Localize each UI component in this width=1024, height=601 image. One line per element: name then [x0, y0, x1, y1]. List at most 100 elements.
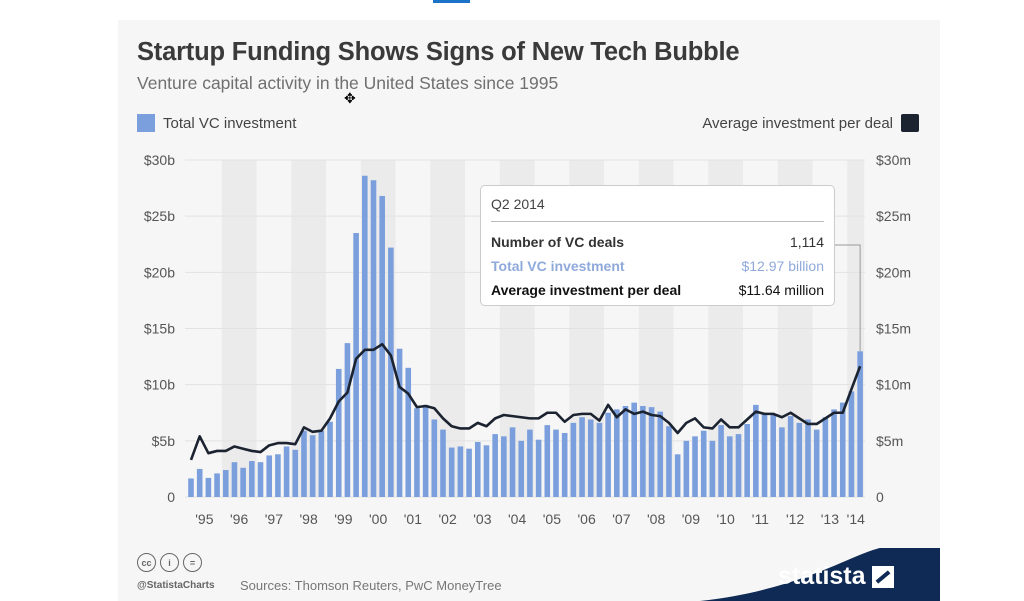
top-accent-bar	[433, 0, 470, 3]
average-line	[189, 342, 862, 461]
x-tick-label: '97	[265, 511, 283, 527]
bar	[457, 446, 464, 497]
bar	[674, 454, 681, 497]
bar	[648, 407, 655, 497]
bar	[196, 468, 203, 497]
x-tick-label: '11	[752, 511, 769, 527]
x-tick-label: '12	[786, 511, 804, 527]
bar	[474, 441, 481, 497]
tooltip-label: Number of VC deals	[491, 234, 625, 250]
bar	[257, 462, 264, 497]
statista-handle[interactable]: @StatistaCharts	[137, 580, 215, 591]
bar	[848, 391, 855, 497]
bar	[796, 422, 803, 497]
statista-logo-icon	[871, 565, 894, 588]
x-tick-label: '02	[439, 511, 457, 527]
bar	[822, 417, 829, 497]
x-tick-label: '10	[717, 511, 735, 527]
bar	[240, 467, 246, 497]
y-left-tick-label: $15b	[144, 321, 175, 337]
x-tick-label: '95	[195, 511, 213, 527]
x-tick-label: '06	[578, 511, 596, 527]
bar	[544, 425, 551, 497]
y-left-tick-label: 0	[167, 489, 175, 505]
x-tick-label: '98	[300, 511, 318, 527]
bar	[614, 409, 620, 497]
tooltip-label: Average investment per deal	[491, 282, 682, 298]
bar	[335, 368, 342, 497]
y-right-tick-label: $10m	[876, 377, 911, 393]
attribution-icon: i	[160, 553, 179, 572]
bar	[857, 351, 863, 497]
tooltip-connector	[835, 244, 861, 352]
bar	[370, 180, 377, 497]
x-tick-label: '07	[612, 511, 630, 527]
x-tick-label: '96	[230, 511, 248, 527]
y-right-tick-label: $15m	[876, 321, 911, 337]
bar	[353, 233, 359, 497]
y-left-tick-label: $5b	[152, 433, 176, 449]
bar	[787, 416, 794, 497]
legend-label: Total VC investment	[163, 114, 297, 132]
tooltip-value: 1,114	[790, 234, 824, 250]
bar	[318, 430, 325, 497]
chart-subtitle: Venture capital activity in the United S…	[137, 73, 559, 93]
bar	[466, 448, 472, 497]
y-right-tick-label: $30m	[876, 152, 911, 168]
bar	[327, 421, 333, 497]
legend-item-average[interactable]: Average investment per deal	[702, 114, 919, 132]
bar	[266, 455, 273, 497]
bar	[388, 247, 394, 497]
bar	[709, 440, 716, 497]
tooltip-row-average: Average investment per deal $11.64 milli…	[491, 278, 824, 302]
bar	[761, 413, 768, 497]
bar	[631, 402, 637, 497]
bar	[448, 447, 455, 497]
bar	[813, 429, 820, 497]
bar	[483, 445, 490, 497]
bar	[231, 462, 238, 497]
bar	[718, 425, 724, 497]
bar	[431, 419, 438, 497]
x-tick-label: '00	[369, 511, 387, 527]
x-tick-label: '99	[334, 511, 352, 527]
bar	[579, 417, 585, 497]
bar	[535, 439, 542, 497]
bar	[422, 404, 429, 497]
x-tick-label: '08	[647, 511, 665, 527]
bar	[596, 422, 603, 497]
bar	[561, 432, 568, 497]
tooltip-label: Total VC investment	[491, 258, 625, 274]
move-cursor-icon: ✥	[344, 90, 356, 106]
bar	[362, 175, 368, 497]
x-tick-label: '05	[543, 511, 561, 527]
y-right-tick-label: 0	[876, 489, 884, 505]
legend-item-total-vc[interactable]: Total VC investment	[137, 114, 296, 132]
bar	[249, 461, 255, 497]
bar	[344, 343, 351, 497]
x-tick-label: '09	[682, 511, 700, 527]
bar	[692, 436, 698, 497]
bar	[492, 434, 498, 497]
bar	[527, 429, 533, 497]
bar	[587, 419, 594, 497]
x-tick-label: '01	[404, 511, 422, 527]
bar	[605, 412, 611, 497]
x-tick-label: '04	[508, 511, 526, 527]
tooltip-row-investment: Total VC investment $12.97 billion	[491, 254, 824, 278]
bar	[283, 446, 290, 497]
x-tick-label: '13	[821, 511, 839, 527]
bar	[405, 367, 412, 497]
bar	[622, 406, 629, 497]
bar	[805, 419, 811, 497]
bar	[275, 454, 281, 497]
bar	[779, 427, 785, 497]
chart-tooltip: Q2 2014 Number of VC deals 1,114 Total V…	[480, 185, 835, 306]
bar	[666, 426, 672, 497]
statista-logo[interactable]: statista	[778, 562, 894, 591]
bar	[753, 404, 759, 497]
legend-label: Average investment per deal	[702, 114, 893, 132]
bar	[831, 409, 837, 497]
y-left-tick-label: $10b	[144, 377, 175, 393]
chart-title: Startup Funding Shows Signs of New Tech …	[137, 38, 740, 66]
